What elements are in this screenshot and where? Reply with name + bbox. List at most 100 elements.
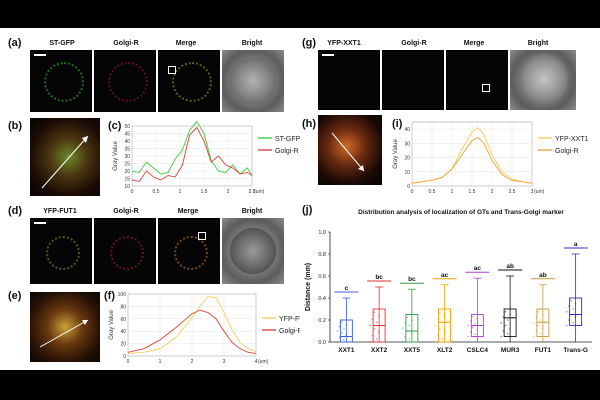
data-point [336,341,339,343]
data-point [565,310,568,313]
panel-label-g: (g) [302,37,317,49]
image-golgi-r-g [382,50,444,110]
box [503,308,517,337]
data-point [474,322,476,325]
data-point [476,329,478,331]
panel-label-c: (c) [108,120,122,132]
cell-body [230,58,276,104]
y-tick-label: 25 [124,162,130,168]
y-tick-label: 45 [124,132,130,138]
series-line-golgi-r [131,126,253,183]
y-tick-label: 0.0 [318,340,326,346]
y-tick-label: 10 [404,170,410,176]
box [405,314,419,343]
data-point [434,341,437,343]
channel-label-golgi-r-d: Golgi-R [113,208,139,215]
box [536,308,550,337]
y-tick-label: 50 [124,124,130,130]
data-point [371,334,374,337]
data-point [402,341,404,343]
x-tick-label: 1 [159,359,162,365]
image-golgi-r-d [94,218,156,284]
x-tick-label: 1.5 [201,189,208,195]
chart-j: Distribution analysis of localization of… [305,209,592,354]
y-tick-label: 15 [124,177,130,183]
y-tick-label: 30 [404,141,410,147]
data-point [373,311,376,314]
x-tick-label: 4 [255,359,258,365]
y-tick-label: 60 [120,317,126,323]
x-tick-label: 0 [131,189,134,195]
legend-label: ST-GFP [275,136,300,143]
y-axis-label: Gray Value [109,310,115,340]
y-tick-label: 0.6 [318,274,326,280]
data-point [336,330,339,332]
top-letterbox [0,0,600,28]
data-point [541,327,544,330]
data-point [434,324,437,327]
category-label: Trans-G [563,347,588,354]
series-line-yfp-fut1 [127,295,257,354]
profile-arrow [39,319,89,348]
data-point [509,313,511,316]
arrow-head [358,165,364,171]
data-point [568,305,570,308]
image-merge-d [158,218,220,284]
panel-label-i: (i) [392,118,403,130]
y-tick-label: 30 [124,154,130,160]
channel-label-bright: Bright [241,40,263,47]
x-tick-label: 1 [179,189,182,195]
data-point [437,318,439,320]
x-tick-label: 2.5 [249,189,256,195]
data-point [565,324,568,327]
significance-letter: ac [441,272,449,279]
channel-label-yfp-fut1: YFP-FUT1 [43,208,77,215]
chart-f: 0 20 40 60 80 100 0 1 2 3 4(um) Gray Value YFP-FUT1 G… [109,292,300,365]
channel-label-golgi-r-g: Golgi-R [401,40,427,47]
arrow-head [82,320,88,325]
data-point [570,313,572,316]
data-point [340,332,343,334]
data-point [568,319,570,321]
image-yfp-xxt1 [318,50,380,110]
category-label: MUR3 [501,347,520,354]
data-point [533,321,535,324]
channel-label-bright-d: Bright [241,208,263,215]
data-point [502,316,505,319]
category-label: XXT5 [404,347,421,354]
box [569,297,583,326]
y-axis-label: Distance (mm) [305,263,312,311]
yellow-cell-outline [46,236,80,270]
data-point [369,341,371,343]
data-point [441,337,444,340]
data-point [410,332,413,335]
legend-label: Golgi-R [279,328,300,335]
data-point [502,330,505,332]
red-cell-outline [108,62,148,102]
image-golgi-r [94,50,156,112]
image-merge-g [446,50,508,110]
significance-letter: ab [539,272,547,279]
category-label: XXT1 [338,347,355,354]
data-point [504,324,507,327]
x-tick-label: 0 [127,359,130,365]
category-label: XLT2 [437,347,453,354]
data-point [343,328,345,330]
data-point [471,326,474,329]
data-point [345,323,347,326]
data-point [535,316,537,319]
data-point [574,316,577,319]
zoom-image-h [318,115,382,185]
data-point [570,299,572,302]
data-point [338,325,341,328]
category-label: FUT1 [535,347,552,354]
scale-bar [34,54,46,56]
y-tick-label: 1.0 [318,230,326,236]
category-label: CSLC4 [467,347,489,354]
data-point [504,310,507,313]
data-point [378,331,380,333]
y-tick-label: 0.8 [318,252,326,258]
data-point [443,314,446,317]
y-tick-label: 40 [404,127,410,133]
bottom-letterbox [0,370,600,400]
